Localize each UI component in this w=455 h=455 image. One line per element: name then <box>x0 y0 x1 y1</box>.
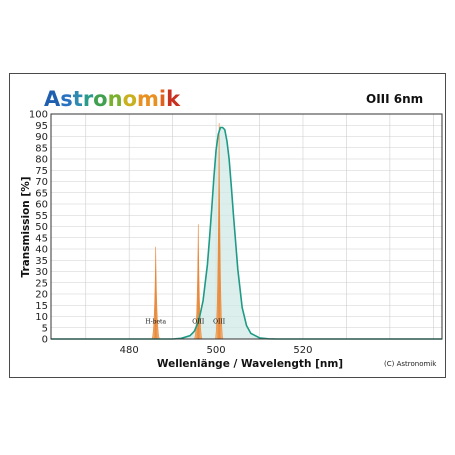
y-tick-label: 70 <box>35 177 48 188</box>
y-tick-label: 60 <box>35 200 48 211</box>
y-tick-label: 95 <box>35 121 48 132</box>
plot-frame <box>50 113 443 340</box>
y-tick-label: 35 <box>35 256 48 267</box>
x-tick-label: 520 <box>293 345 312 356</box>
brand-logo: Astronomik <box>44 87 181 111</box>
brand-letter: r <box>83 87 94 111</box>
emission-peak <box>150 246 161 340</box>
y-tick-label: 55 <box>35 211 48 222</box>
brand-letter: i <box>159 87 166 111</box>
y-tick-label: 5 <box>42 323 48 334</box>
transmission-curve <box>172 126 277 340</box>
x-tick-label: 480 <box>120 345 139 356</box>
grid <box>51 113 442 340</box>
y-tick-label: 40 <box>35 245 48 256</box>
y-tick-label: 20 <box>35 290 48 301</box>
x-tick-labels: 480 500 520 <box>120 345 313 356</box>
y-tick-label: 30 <box>35 267 48 278</box>
y-tick-label: 0 <box>42 335 48 346</box>
filter-name: OIII 6nm <box>366 92 423 106</box>
y-tick-label: 10 <box>35 312 48 323</box>
brand-letter: A <box>44 87 61 111</box>
y-tick-label: 25 <box>35 278 48 289</box>
y-tick-label: 80 <box>35 155 48 166</box>
emission-peak <box>214 122 225 340</box>
y-tick-label: 75 <box>35 166 48 177</box>
brand-letter: k <box>166 87 181 111</box>
x-tick-label: 500 <box>207 345 226 356</box>
y-tick-label: 65 <box>35 188 48 199</box>
y-tick-labels: 0510152025303540455055606570758085909510… <box>29 110 48 346</box>
chart-svg: Astronomik OIII 6nm 05101520253035404550… <box>20 87 443 370</box>
x-axis-title: Wellenlänge / Wavelength [nm] <box>157 358 343 370</box>
y-axis-title: Transmission [%] <box>20 176 32 277</box>
y-tick-label: 90 <box>35 132 48 143</box>
emission-line-label: H-beta <box>145 318 166 325</box>
brand-letter: t <box>73 87 83 111</box>
y-tick-label: 45 <box>35 233 48 244</box>
y-tick-label: 50 <box>35 222 48 233</box>
brand-letter: o <box>93 87 107 111</box>
y-tick-label: 85 <box>35 143 48 154</box>
y-tick-label: 100 <box>29 110 48 121</box>
chart-card: Astronomik OIII 6nm 0 5 10 15 20 25 30 35 40 45 50… <box>9 73 446 378</box>
emission-line-label: OIII <box>213 318 226 325</box>
transmission-area <box>172 127 277 339</box>
brand-letter: m <box>137 87 159 111</box>
emission-line-labels: H-beta OIII OIII <box>145 318 225 325</box>
emission-line-label: OIII <box>192 318 205 325</box>
transmission-area-fill <box>172 127 277 339</box>
brand-letter: s <box>60 87 73 111</box>
brand-letter: o <box>123 87 137 111</box>
copyright-note: (C) Astronomik <box>384 360 437 368</box>
y-tick-label: 15 <box>35 301 48 312</box>
brand-letter: n <box>108 87 123 111</box>
